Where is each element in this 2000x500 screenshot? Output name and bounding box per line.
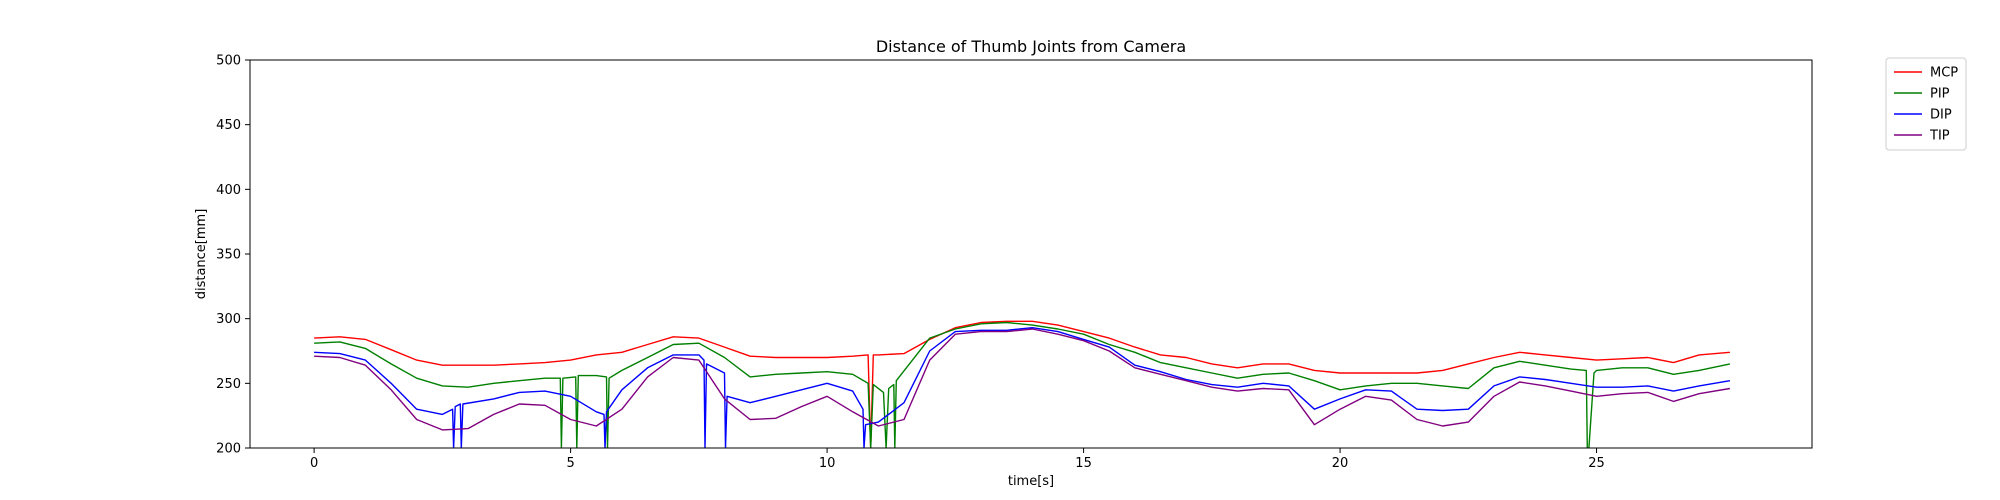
y-tick-label: 500 bbox=[216, 54, 241, 69]
y-tick-label: 300 bbox=[216, 312, 241, 327]
series-line-mcp bbox=[314, 320, 1730, 448]
x-tick-label: 5 bbox=[566, 456, 574, 471]
x-axis: 0 5 10 15 20 25 bbox=[310, 448, 1605, 471]
y-tick-label: 450 bbox=[216, 118, 241, 133]
legend-label-dip: DIP bbox=[1930, 108, 1952, 123]
y-tick-label: 350 bbox=[216, 248, 241, 263]
legend-box bbox=[1885, 57, 1967, 151]
legend-label-tip: TIP bbox=[1929, 129, 1950, 144]
x-tick-label: 0 bbox=[310, 456, 318, 471]
series-line-dip bbox=[314, 327, 1731, 448]
legend-label-pip: PIP bbox=[1930, 87, 1950, 102]
series-line-tip bbox=[314, 328, 1731, 431]
x-tick-label: 25 bbox=[1588, 456, 1605, 471]
y-tick-label: 200 bbox=[216, 442, 241, 457]
chart-title: Distance of Thumb Joints from Camera bbox=[876, 37, 1186, 56]
y-tick-label: 250 bbox=[216, 377, 241, 392]
legend: MCP PIP DIP TIP bbox=[1885, 57, 1967, 151]
x-axis-label: time[s] bbox=[1008, 474, 1054, 489]
y-tick-label: 400 bbox=[216, 183, 241, 198]
x-tick-label: 20 bbox=[1332, 456, 1349, 471]
x-tick-label: 15 bbox=[1075, 456, 1092, 471]
y-axis-label: distance[mm] bbox=[194, 209, 209, 300]
legend-label-mcp: MCP bbox=[1930, 66, 1958, 81]
series-layer bbox=[314, 320, 1731, 448]
series-line-pip bbox=[314, 321, 1731, 448]
plot-area bbox=[249, 59, 1813, 449]
plot-frame bbox=[249, 59, 1813, 449]
y-axis: 200 250 300 350 400 450 500 bbox=[216, 54, 250, 457]
x-tick-label: 10 bbox=[819, 456, 836, 471]
